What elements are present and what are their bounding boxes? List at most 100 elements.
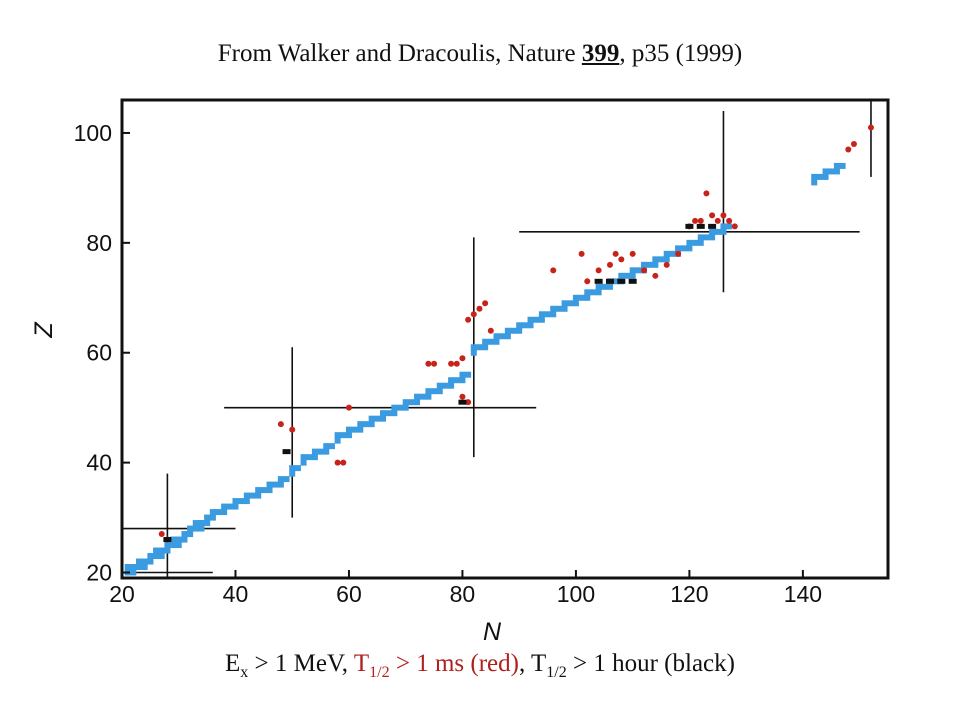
stable-point bbox=[527, 322, 534, 329]
red-isomer-point bbox=[431, 360, 438, 367]
stable-point bbox=[391, 404, 398, 411]
stable-point bbox=[584, 289, 591, 296]
stable-point bbox=[476, 344, 483, 351]
red-isomer-point bbox=[612, 250, 619, 257]
stable-point bbox=[510, 327, 517, 334]
stable-point bbox=[209, 509, 216, 516]
stable-point bbox=[527, 316, 534, 323]
stable-point bbox=[828, 168, 835, 175]
caption-ex-subscript: x bbox=[240, 664, 249, 681]
stable-point bbox=[612, 278, 619, 285]
red-isomer-point bbox=[465, 316, 472, 323]
stable-point bbox=[833, 168, 840, 175]
red-isomer-point bbox=[731, 223, 738, 230]
stable-point bbox=[822, 173, 829, 180]
red-isomer-point bbox=[334, 459, 341, 466]
caption-t-subscript: 1/2 bbox=[369, 664, 390, 681]
stable-point bbox=[431, 388, 438, 395]
stable-point bbox=[584, 294, 591, 301]
stable-point bbox=[538, 311, 545, 318]
stable-point bbox=[380, 410, 387, 417]
stable-point bbox=[141, 558, 148, 565]
stable-point bbox=[482, 338, 489, 345]
stable-point bbox=[504, 333, 511, 340]
black-isomer-point bbox=[617, 278, 626, 284]
stable-point bbox=[351, 426, 358, 433]
stable-point bbox=[572, 300, 579, 307]
red-isomer-point bbox=[720, 212, 727, 219]
stable-point bbox=[300, 454, 307, 461]
stable-point bbox=[663, 250, 670, 257]
stable-point bbox=[357, 421, 364, 428]
stable-point bbox=[516, 322, 523, 329]
stable-point bbox=[487, 338, 494, 345]
stable-point bbox=[170, 536, 177, 543]
red-isomer-point bbox=[289, 426, 296, 433]
stable-point bbox=[720, 228, 727, 235]
stable-point bbox=[572, 294, 579, 301]
stable-point bbox=[147, 553, 154, 560]
red-isomer-points bbox=[158, 124, 874, 543]
x-axis-label: N bbox=[483, 618, 502, 646]
stable-point bbox=[153, 553, 160, 560]
stable-point bbox=[204, 514, 211, 521]
stable-point bbox=[414, 399, 421, 406]
stable-point bbox=[181, 531, 188, 538]
stable-point bbox=[555, 305, 562, 312]
stable-point bbox=[675, 245, 682, 252]
stable-point bbox=[147, 558, 154, 565]
stable-point bbox=[714, 228, 721, 235]
y-axis-label: Z bbox=[30, 322, 58, 339]
stable-point bbox=[215, 509, 222, 516]
stable-point bbox=[589, 289, 596, 296]
stable-point bbox=[811, 179, 818, 186]
stable-point bbox=[680, 245, 687, 252]
red-isomer-point bbox=[448, 360, 455, 367]
stable-point bbox=[601, 283, 608, 290]
red-isomer-point bbox=[578, 250, 585, 257]
stable-point bbox=[124, 564, 131, 571]
stable-point bbox=[368, 421, 375, 428]
red-isomer-point bbox=[675, 250, 682, 257]
y-tick-label: 100 bbox=[74, 120, 112, 146]
stable-point bbox=[345, 426, 352, 433]
stable-point bbox=[209, 514, 216, 521]
stable-point bbox=[567, 300, 574, 307]
stable-point bbox=[340, 432, 347, 439]
stable-point bbox=[266, 487, 273, 494]
stable-point bbox=[652, 256, 659, 263]
red-isomer-point bbox=[470, 311, 477, 318]
stable-point bbox=[720, 223, 727, 230]
stable-point bbox=[635, 267, 642, 274]
stable-point bbox=[595, 283, 602, 290]
stable-point bbox=[459, 371, 466, 378]
x-tick-label: 20 bbox=[109, 581, 135, 607]
red-isomer-point bbox=[550, 267, 557, 274]
stable-point bbox=[816, 173, 823, 180]
stable-point bbox=[436, 382, 443, 389]
stable-point bbox=[697, 239, 704, 246]
stable-point bbox=[221, 509, 228, 516]
stable-point bbox=[453, 377, 460, 384]
red-isomer-point bbox=[487, 327, 494, 334]
title-suffix: , p35 (1999) bbox=[619, 40, 743, 67]
stable-point bbox=[833, 162, 840, 169]
stable-point bbox=[187, 525, 194, 532]
red-isomer-point bbox=[606, 261, 613, 268]
black-isomer-point bbox=[282, 449, 291, 455]
stable-point bbox=[516, 327, 523, 334]
stable-point bbox=[538, 316, 545, 323]
stable-point bbox=[277, 476, 284, 483]
stable-point bbox=[703, 234, 710, 241]
stable-point bbox=[187, 531, 194, 538]
stable-point bbox=[289, 465, 296, 472]
legend-caption: Ex > 1 MeV, T1/2 > 1 ms (red), T1/2 > 1 … bbox=[0, 650, 960, 682]
stable-point bbox=[153, 547, 160, 554]
red-isomer-point bbox=[482, 300, 489, 307]
stable-point bbox=[595, 289, 602, 296]
stable-point bbox=[646, 261, 653, 268]
x-axis-ticks: 20 40 60 80 100 120 140 bbox=[109, 570, 822, 607]
black-isomer-points bbox=[163, 223, 717, 543]
red-isomer-point bbox=[641, 267, 648, 274]
